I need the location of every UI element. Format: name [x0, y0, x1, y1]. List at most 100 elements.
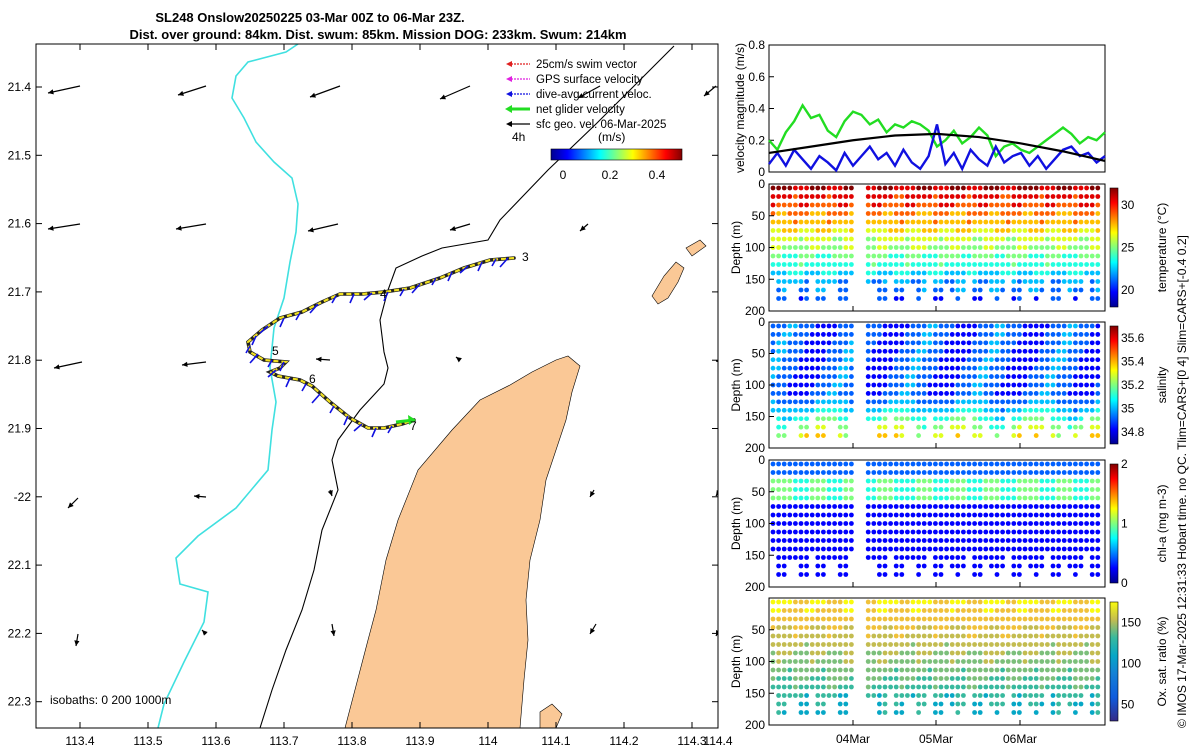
profile-sample: [1084, 365, 1089, 371]
profile-sample: [983, 236, 989, 242]
profile-sample: [843, 228, 849, 233]
profile-sample: [882, 262, 888, 267]
profile-sample: [893, 676, 899, 681]
profile-sample: [793, 684, 798, 690]
profile-sample: [893, 270, 899, 276]
profile-cast: [921, 461, 927, 569]
profile-sample: [899, 348, 905, 354]
profile-sample: [893, 365, 899, 371]
profile-sample: [921, 555, 927, 560]
profile-sample: [966, 340, 972, 346]
profile-sample: [1050, 348, 1056, 354]
profile-sample: [1073, 478, 1078, 484]
profile-sample: [961, 424, 966, 430]
profile-sample: [1067, 374, 1073, 379]
profile-sample: [893, 296, 899, 301]
profile-sample: [804, 228, 809, 233]
profile-sample: [1022, 236, 1028, 242]
profile-sample: [893, 433, 899, 438]
profile-sample: [877, 236, 882, 242]
profile-sample: [832, 219, 837, 225]
profile-sample: [1000, 478, 1005, 484]
profile-sample: [899, 399, 905, 405]
profile-sample: [888, 332, 893, 337]
profile-sample: [888, 365, 893, 371]
profile-sample: [1033, 270, 1039, 276]
profile-sample: [832, 279, 837, 284]
profile-sample: [1073, 676, 1078, 681]
profile-sample: [910, 693, 916, 698]
profile-sample: [1017, 202, 1022, 208]
profile-ytick-label: 50: [752, 623, 766, 637]
geo-velocity-arrowhead: [176, 225, 182, 231]
profile-sample: [893, 555, 899, 560]
profile-sample: [893, 487, 899, 492]
profile-sample: [865, 399, 871, 405]
profile-sample: [798, 382, 804, 388]
profile-sample: [843, 185, 849, 191]
profile-sample: [949, 470, 955, 475]
profile-sample: [955, 659, 961, 664]
profile-sample: [1045, 599, 1050, 605]
profile-sample: [888, 504, 893, 509]
profile-sample: [781, 710, 787, 715]
profile-sample: [989, 270, 994, 276]
profile-sample: [787, 416, 793, 422]
profile-sample: [1061, 357, 1067, 363]
profile-sample: [983, 599, 989, 605]
profile-sample: [961, 340, 966, 346]
profile-sample: [1089, 391, 1095, 396]
profile-sample: [843, 710, 849, 715]
profile-sample: [826, 399, 832, 405]
profile-sample: [815, 521, 821, 526]
profile-sample: [972, 650, 977, 656]
profile-cast: [910, 461, 916, 560]
profile-sample: [849, 407, 854, 413]
profile-sample: [787, 211, 793, 216]
profile-sample: [961, 262, 966, 267]
profile-sample: [826, 495, 832, 501]
profile-sample: [989, 546, 994, 552]
profile-sample: [955, 245, 961, 250]
profile-sample: [1000, 365, 1005, 371]
profile-sample: [877, 382, 882, 388]
profile-cast: [893, 323, 899, 438]
profile-sample: [972, 495, 977, 501]
profile-sample: [843, 487, 849, 492]
profile-sample: [955, 365, 961, 371]
velocity-series-line: [768, 124, 1106, 173]
profile-cast: [1022, 323, 1028, 422]
profile-sample: [977, 487, 983, 492]
profile-sample: [1078, 659, 1084, 664]
profile-sample: [1039, 555, 1045, 560]
profile-sample: [1089, 650, 1095, 656]
profile-sample: [793, 650, 798, 656]
profile-sample: [832, 374, 837, 379]
profile-sample: [1045, 219, 1050, 225]
profile-sample: [961, 357, 966, 363]
profile-sample: [972, 616, 977, 622]
profile-cast: [776, 323, 781, 438]
profile-sample: [961, 633, 966, 639]
map-lon-tick-label: 114.2: [609, 734, 638, 748]
profile-sample: [849, 365, 854, 371]
profile-sample: [1067, 287, 1073, 293]
profile-sample: [1017, 625, 1022, 630]
time-tick-04mar: 04Mar: [836, 732, 870, 746]
profile-cast: [1011, 185, 1017, 301]
profile-sample: [776, 253, 781, 259]
profile-sample: [1000, 211, 1005, 216]
profile-sample: [798, 279, 804, 284]
profile-sample: [989, 650, 994, 656]
profile-cast: [776, 185, 781, 301]
profile-sample: [809, 348, 815, 354]
profile-sample: [1078, 262, 1084, 267]
profile-sample: [1039, 211, 1045, 216]
profile-sample: [905, 416, 910, 422]
profile-sample: [994, 236, 1000, 242]
profile-sample: [1050, 279, 1056, 284]
profile-sample: [1045, 332, 1050, 337]
profile-sample: [1056, 555, 1061, 560]
profile-sample: [1089, 470, 1095, 475]
profile-sample: [961, 365, 966, 371]
